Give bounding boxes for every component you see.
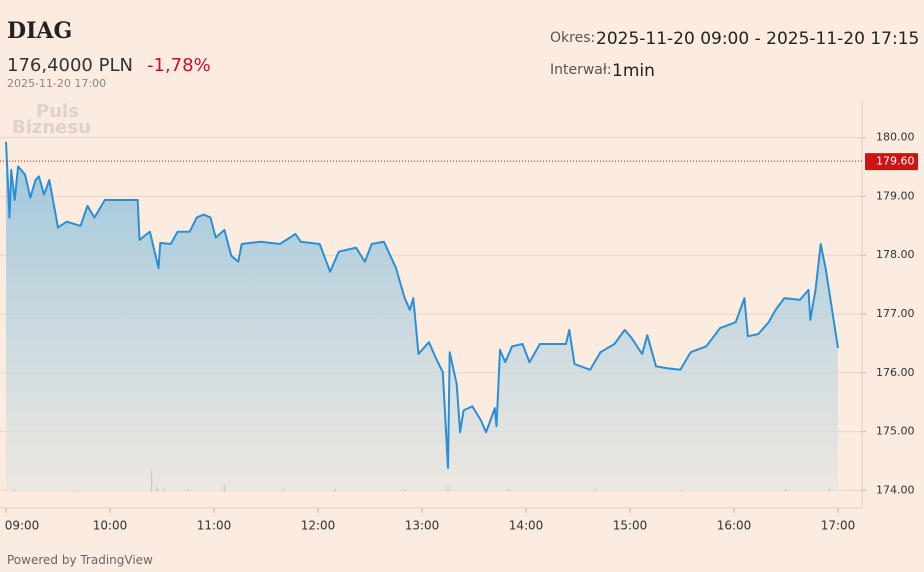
x-tick-label: 12:00 (301, 519, 336, 533)
price-line (5, 141, 839, 469)
logo-line: Biznesu (12, 117, 91, 138)
period: 2025-11-20 09:00 - 2025-11-20 17:15 (596, 29, 920, 49)
y-tick-label: 178.00 (876, 248, 915, 261)
interval-label: Interwał: (550, 62, 612, 78)
x-tick-label: 14:00 (509, 519, 544, 533)
period-label: Okres: (550, 30, 596, 46)
timestamp: 2025-11-20 17:00 (7, 77, 107, 90)
footer: Powered by TradingView (7, 553, 153, 567)
change: -1,78% (147, 55, 211, 76)
x-tick-label: 15:00 (613, 519, 648, 533)
price: 176,4000 PLN (7, 55, 133, 76)
y-tick-label: 179.00 (876, 189, 915, 202)
x-tick-label: 13:00 (405, 519, 440, 533)
x-tick-label: 11:00 (197, 519, 232, 533)
x-tick-label: 10:00 (93, 519, 128, 533)
interval: 1min (612, 61, 655, 81)
y-tick-label: 180.00 (876, 131, 915, 144)
reference-label: 179.60 (876, 155, 915, 168)
area (6, 141, 838, 493)
x-tick-label: 16:00 (717, 519, 752, 533)
x-tick-label: 09:00 (5, 519, 40, 533)
y-tick-label: 177.00 (876, 307, 915, 320)
x-tick-label: 17:00 (821, 519, 856, 533)
y-tick-label: 176.00 (876, 366, 915, 379)
y-tick-label: 174.00 (876, 483, 915, 496)
logo-line: Puls (36, 101, 79, 122)
reference-label-box (865, 153, 918, 171)
y-tick-label: 175.00 (876, 425, 915, 438)
symbol: DIAG (7, 18, 73, 44)
